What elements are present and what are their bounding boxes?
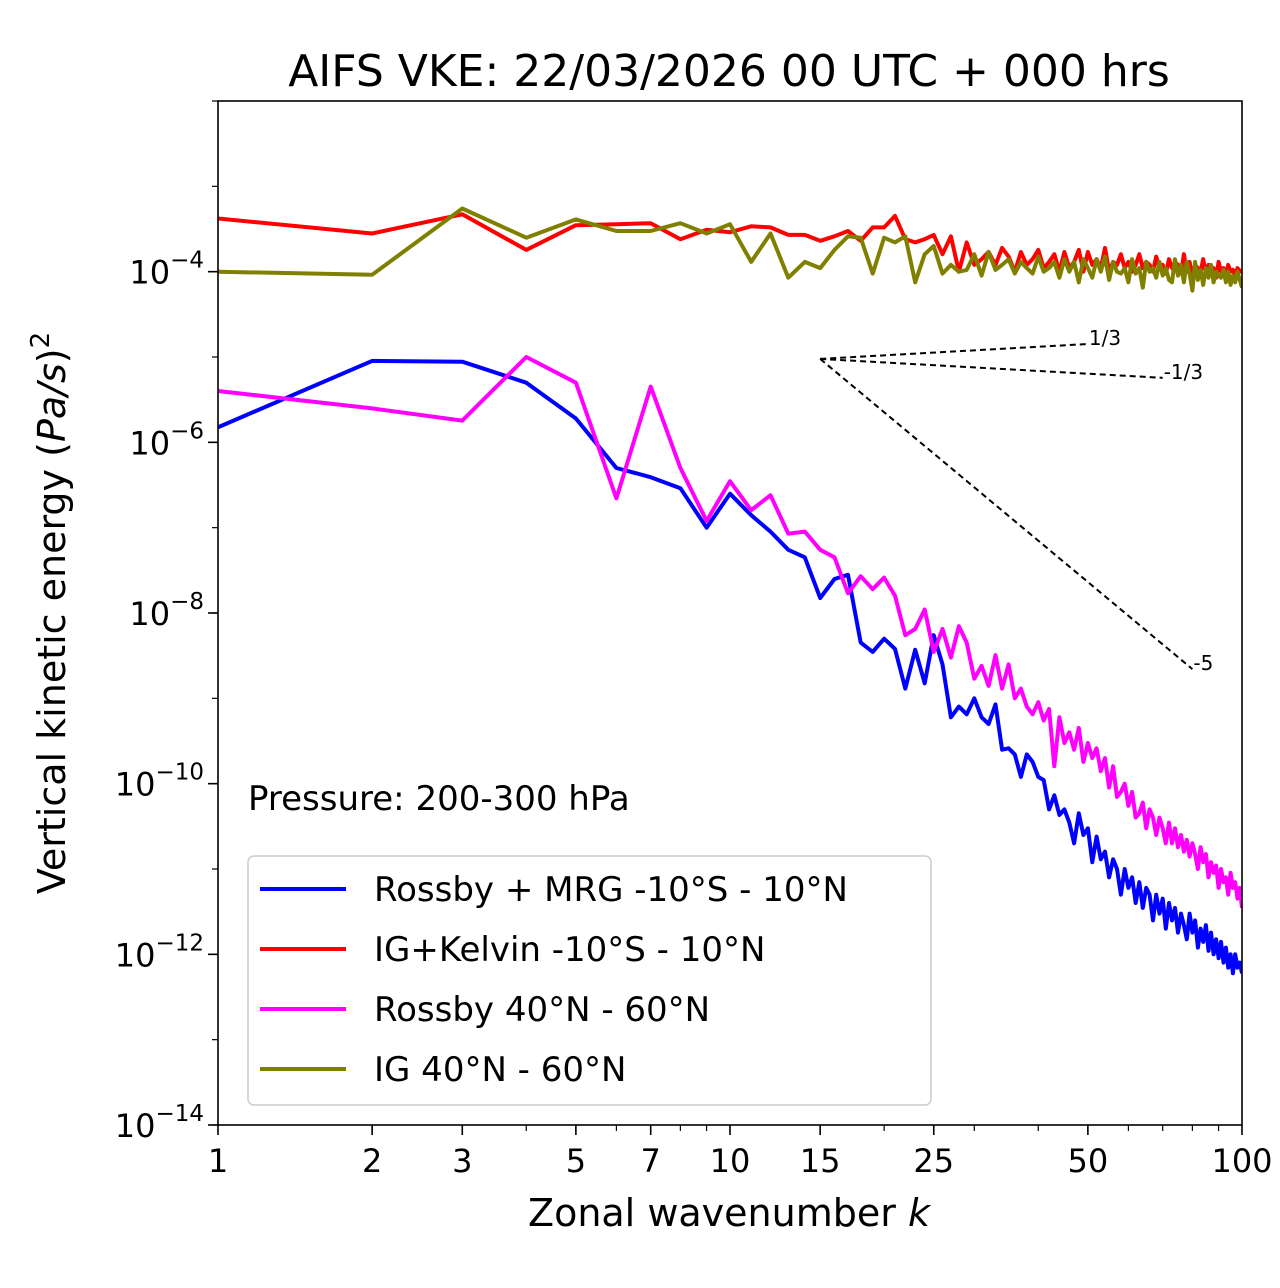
x-tick-label: 15 xyxy=(800,1142,841,1180)
x-tick-label: 50 xyxy=(1068,1142,1109,1180)
y-axis-label-text: Vertical kinetic energy ( xyxy=(30,442,74,894)
y-axis-label-close: ) xyxy=(30,348,74,363)
legend-label: Rossby + MRG -10°S - 10°N xyxy=(374,870,848,910)
y-tick-label: 10−4 xyxy=(129,248,204,292)
plot-frame xyxy=(217,100,1243,1126)
slope-line xyxy=(820,343,1088,360)
y-axis-label: Vertical kinetic energy (Pa/s)2 xyxy=(26,332,74,894)
x-tick-label: 2 xyxy=(362,1142,382,1180)
series-layer xyxy=(218,206,1242,976)
y-axis-label-exponent: 2 xyxy=(26,332,56,349)
x-axis-label: Zonal wavenumber k xyxy=(528,1191,932,1235)
legend: Rossby + MRG -10°S - 10°N IG+Kelvin -10°S… xyxy=(247,855,932,1106)
slope-label: 1/3 xyxy=(1089,326,1121,350)
legend-label: IG+Kelvin -10°S - 10°N xyxy=(374,930,765,970)
y-tick-label: 10−6 xyxy=(129,418,204,462)
legend-label: Rossby 40°N - 60°N xyxy=(374,990,710,1030)
slope-line xyxy=(819,358,1194,670)
x-tick-label: 25 xyxy=(913,1142,954,1180)
slope-label: -1/3 xyxy=(1164,360,1203,384)
pressure-annotation: Pressure: 200-300 hPa xyxy=(248,779,630,819)
y-tick-label: 10−10 xyxy=(115,760,204,804)
legend-label: IG 40°N - 60°N xyxy=(374,1050,626,1090)
series-line-1 xyxy=(218,358,1242,976)
axes-ticks: 1 2 3 5 7 10 15 25 50 100 10−14 10−12 10−10 10−8 10−6 1… xyxy=(115,100,1273,1180)
reference-slope-lines: 1/3 -1/3 -5 xyxy=(819,326,1213,675)
x-tick-label: 100 xyxy=(1211,1142,1272,1180)
x-tick-label: 3 xyxy=(452,1142,472,1180)
x-axis-label-text: Zonal wavenumber xyxy=(528,1191,896,1235)
slope-label: -5 xyxy=(1193,651,1213,675)
x-axis-label-variable: k xyxy=(908,1191,932,1235)
legend-box xyxy=(247,855,932,1106)
x-tick-label: 1 xyxy=(208,1142,228,1180)
y-tick-label: 10−8 xyxy=(129,589,204,633)
y-axis-label-variable: Pa/s xyxy=(30,363,74,442)
x-tick-label: 7 xyxy=(641,1142,661,1180)
y-tick-label: 10−12 xyxy=(115,930,204,974)
chart-title: AIFS VKE: 22/03/2026 00 UTC + 000 hrs xyxy=(288,46,1170,97)
slope-line xyxy=(820,357,1163,379)
series-line-4 xyxy=(218,206,1242,293)
series-line-3 xyxy=(218,355,1242,909)
y-tick-label: 10−14 xyxy=(115,1101,204,1145)
x-tick-label: 10 xyxy=(710,1142,751,1180)
x-tick-label: 5 xyxy=(566,1142,586,1180)
